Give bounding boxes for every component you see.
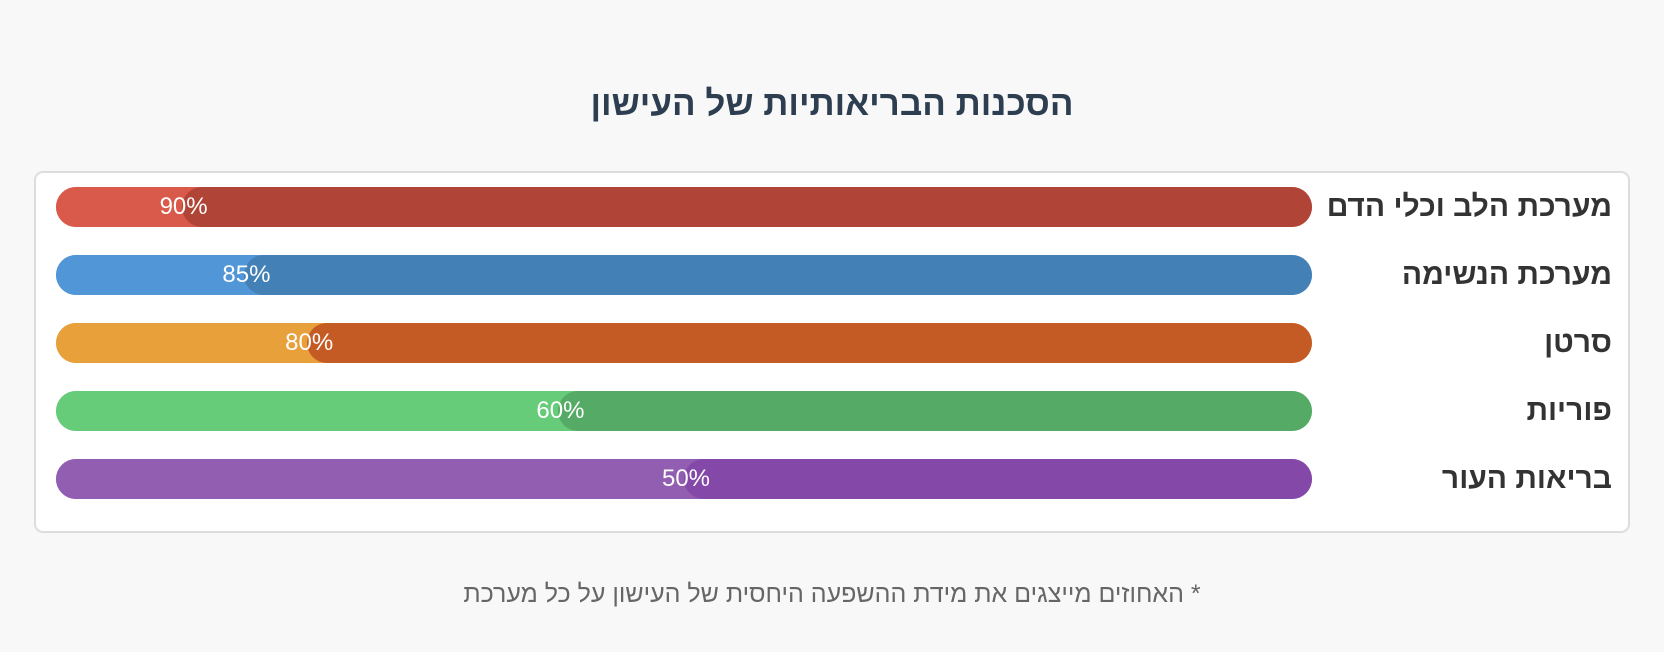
category-label: מערכת הלב וכלי הדם [1326,190,1612,223]
bar-fill [244,255,1312,295]
bar-track: 90% [56,187,1312,227]
bar-value-label: 85% [222,261,271,288]
bar-row-cancer: 80% סרטן [36,323,1632,363]
bar-value-label: 60% [536,397,585,424]
bar-value-label: 90% [159,193,208,220]
bar-fill-start [56,187,182,227]
chart-title: הסכנות הבריאותיות של העישון [590,84,1074,123]
bar-fill-start [56,255,245,295]
bar-value-label: 50% [661,465,711,492]
bar-track: 50% [56,459,1312,499]
bar-track: 60% [56,391,1312,431]
category-label: בריאות העור [1441,462,1612,495]
category-label: מערכת הנשימה [1401,258,1612,291]
chart-panel: 90% מערכת הלב וכלי הדם 85% מערכת הנשימה … [34,171,1630,533]
bar-row-skin: 50% בריאות העור [36,459,1632,499]
category-label: פוריות [1526,394,1612,427]
bar-fill-start [56,323,308,363]
footnote: * האחוזים מייצגים את מידת ההשפעה היחסית … [463,580,1201,608]
bar-fill [307,323,1312,363]
bar-value-label: 80% [285,329,334,356]
bar-track: 80% [56,323,1312,363]
bar-fill-start [56,459,684,499]
bar-fill [181,187,1312,227]
bar-fill [684,459,1312,499]
bar-row-cardiovascular: 90% מערכת הלב וכלי הדם [36,187,1632,227]
bar-fill [558,391,1312,431]
bar-row-respiratory: 85% מערכת הנשימה [36,255,1632,295]
bar-track: 85% [56,255,1312,295]
bar-fill-start [56,391,559,431]
bar-row-fertility: 60% פוריות [36,391,1632,431]
category-label: סרטן [1544,326,1612,359]
